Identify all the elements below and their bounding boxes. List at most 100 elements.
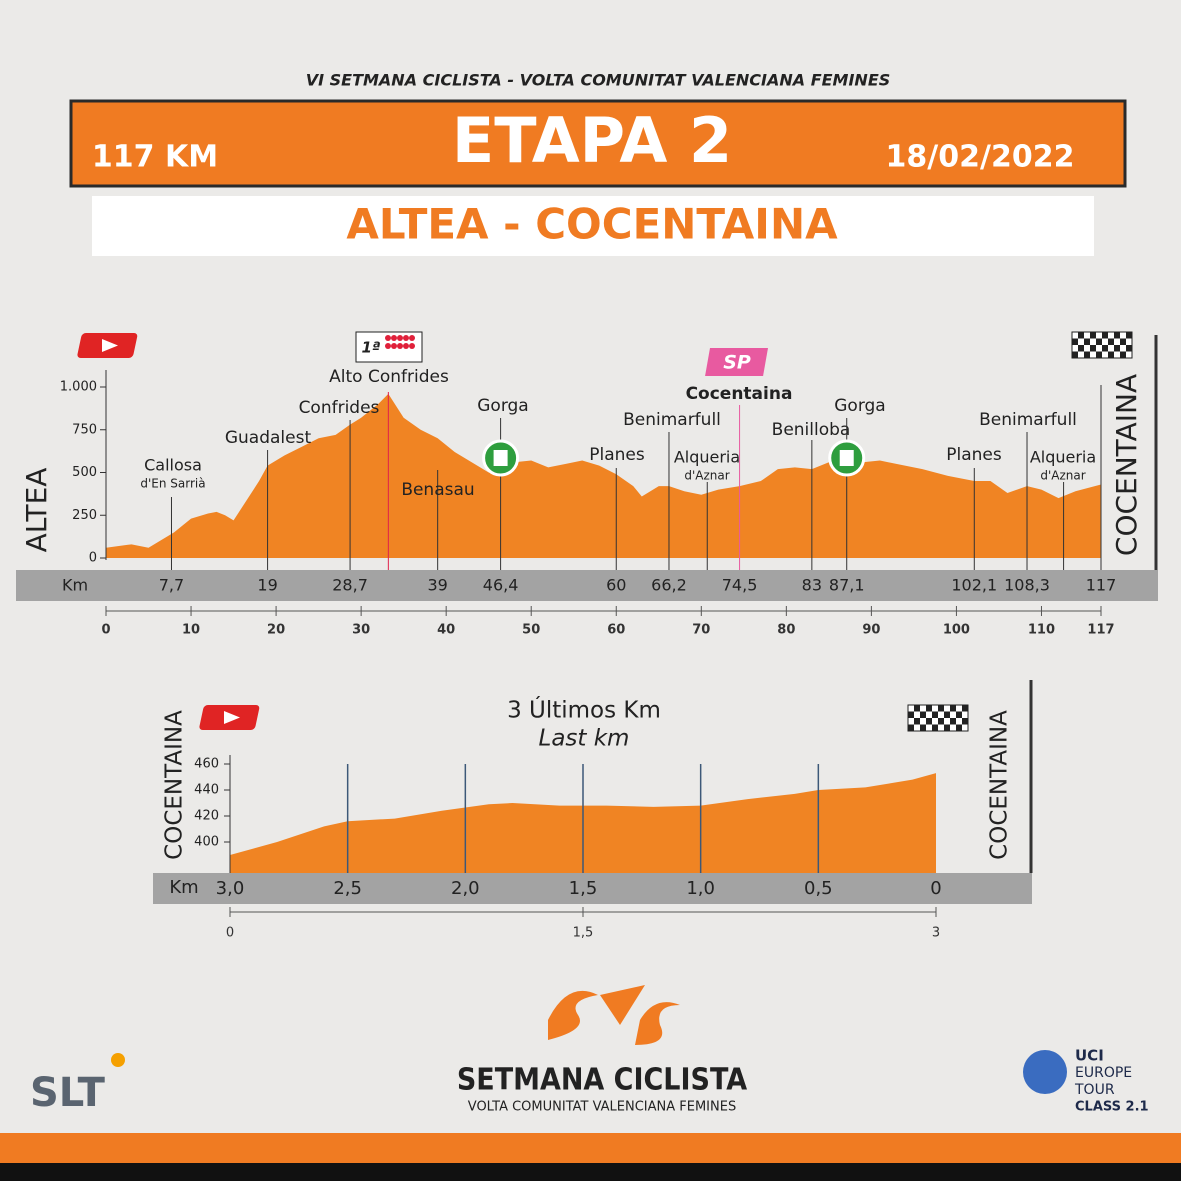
- flag-square: [932, 724, 938, 731]
- start-name: COCENTAINA: [162, 710, 188, 860]
- waypoint-name: Planes: [946, 445, 1002, 465]
- flag-square: [908, 711, 914, 718]
- feed-icon: [493, 450, 508, 466]
- uci-class: CLASS 2.1: [1075, 1100, 1149, 1115]
- kom-dot: [385, 335, 391, 341]
- event-title: VI SETMANA CICLISTA - VOLTA COMUNITAT VA…: [306, 71, 891, 90]
- x-tick-label: 90: [862, 623, 880, 638]
- distance-tick-label: 1,5: [573, 926, 594, 941]
- km-value: 46,4: [483, 576, 519, 595]
- flag-square: [1078, 345, 1084, 352]
- y-tick-label: 420: [194, 809, 219, 824]
- y-tick-label: 400: [194, 835, 219, 850]
- kom-dot: [391, 343, 397, 349]
- flag-square: [1114, 345, 1120, 352]
- flag-square: [944, 711, 950, 718]
- distance: 117 KM: [92, 140, 218, 175]
- flag-square: [950, 705, 956, 712]
- flag-square: [1120, 338, 1126, 345]
- sponsor-figure: [111, 1053, 125, 1067]
- flag-square: [1102, 345, 1108, 352]
- km-label: Km: [169, 877, 198, 898]
- y-tick-label: 500: [72, 465, 97, 480]
- km-value: 87,1: [829, 576, 865, 595]
- kom-dot: [385, 343, 391, 349]
- km-value: 28,7: [332, 576, 368, 595]
- waypoint-name: Benasau: [401, 480, 474, 500]
- waypoint-name: Guadalest: [225, 428, 312, 448]
- waypoint-name: Alto Confrides: [329, 367, 449, 387]
- x-tick-label: 50: [522, 623, 540, 638]
- svc-logo: [548, 985, 680, 1045]
- flag-square: [1072, 338, 1078, 345]
- play-icon: [102, 339, 118, 352]
- flag-square: [1108, 351, 1114, 358]
- waypoint-name: Alqueria: [1030, 448, 1096, 467]
- sponsor: SLT: [30, 1070, 106, 1116]
- flag-square: [1126, 332, 1132, 339]
- elevation-area: [106, 393, 1101, 558]
- brand: SETMANA CICLISTA: [457, 1062, 747, 1097]
- waypoint-sub: d'Aznar: [684, 469, 729, 483]
- km-value: 74,5: [722, 576, 758, 595]
- x-tick-label: 40: [437, 623, 455, 638]
- feed-icon: [839, 450, 854, 466]
- distance-tick-label: 3: [932, 926, 940, 941]
- flag-square: [1078, 332, 1084, 339]
- kom-dot: [391, 335, 397, 341]
- km-strip: [153, 873, 1032, 904]
- flag-square: [1072, 351, 1078, 358]
- x-tick-label: 70: [692, 623, 710, 638]
- km-value: 102,1: [951, 576, 997, 595]
- x-tick-label: 110: [1028, 623, 1055, 638]
- distance-tick-label: 0: [226, 926, 234, 941]
- flag-square: [1126, 345, 1132, 352]
- kom-dot: [397, 335, 403, 341]
- km-value: 108,3: [1004, 576, 1050, 595]
- footer: SETMANA CICLISTA VOLTA COMUNITAT VALENCI…: [0, 985, 1181, 1181]
- flag-square: [944, 724, 950, 731]
- flag-square: [932, 711, 938, 718]
- flag-square: [1084, 351, 1090, 358]
- x-tick-label: 80: [777, 623, 795, 638]
- date: 18/02/2022: [886, 140, 1075, 175]
- flag-square: [914, 718, 920, 725]
- km-value: 7,7: [159, 576, 184, 595]
- route: ALTEA - COCENTAINA: [346, 200, 838, 249]
- flag-square: [926, 718, 932, 725]
- uci-globe: [1023, 1050, 1067, 1094]
- uci-line2: TOUR: [1074, 1082, 1115, 1098]
- footer-bar: [0, 1133, 1181, 1163]
- y-tick-label: 460: [194, 757, 219, 772]
- flag-square: [1102, 332, 1108, 339]
- sprint-label: SP: [723, 352, 751, 374]
- x-tick-label: 117: [1087, 623, 1114, 638]
- flag-square: [1114, 332, 1120, 339]
- footer-black: [0, 1163, 1181, 1181]
- flag-square: [962, 705, 968, 712]
- kom-dot: [403, 335, 409, 341]
- waypoint-name: Gorga: [834, 396, 885, 416]
- x-tick-label: 1,5: [569, 878, 598, 899]
- waypoint-name: Benimarfull: [623, 410, 721, 430]
- x-tick-label: 10: [182, 623, 200, 638]
- uci-line1: EUROPE: [1075, 1065, 1132, 1081]
- km-value: 19: [257, 576, 277, 595]
- km-label: Km: [62, 576, 88, 595]
- y-tick-label: 750: [72, 422, 97, 437]
- km-value: 83: [802, 576, 822, 595]
- x-tick-label: 30: [352, 623, 370, 638]
- flag-square: [1096, 338, 1102, 345]
- uci: UCI: [1075, 1047, 1104, 1065]
- waypoint-name: Confrides: [299, 398, 380, 418]
- km-value: 39: [427, 576, 447, 595]
- brand-sub: VOLTA COMUNITAT VALENCIANA FEMINES: [468, 1100, 736, 1115]
- flag-square: [920, 724, 926, 731]
- flag-square: [1090, 345, 1096, 352]
- x-tick-label: 3,0: [216, 878, 245, 899]
- flag-square: [1096, 351, 1102, 358]
- km-value: 117: [1086, 576, 1117, 595]
- kom-dot: [409, 335, 415, 341]
- flag-square: [920, 711, 926, 718]
